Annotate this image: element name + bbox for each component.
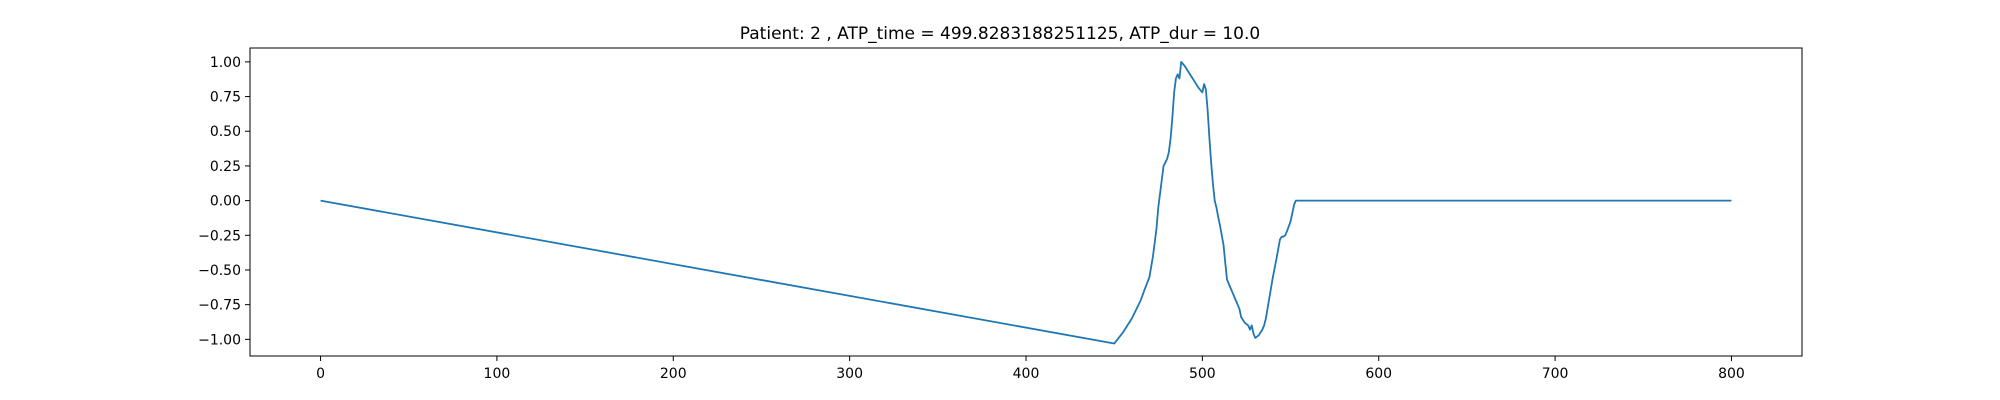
- y-axis-ticks: 1.00 0.75 0.50 0.25 0.00 −0.25 −0.50 −0.75 −1.00: [198, 55, 250, 348]
- axes-frame: [249, 47, 1803, 357]
- y-tick-label: −0.25: [198, 228, 241, 244]
- y-tick-label: −1.00: [198, 332, 241, 348]
- y-tick-label: 0.00: [210, 194, 241, 210]
- x-tick-label: 100: [484, 366, 511, 382]
- y-tick-label: 0.25: [210, 159, 241, 175]
- y-tick-label: −0.50: [198, 263, 241, 279]
- x-tick-label: 200: [660, 366, 687, 382]
- series-line-0: [320, 60, 1732, 345]
- x-tick-label: 400: [1013, 366, 1040, 382]
- x-tick-label: 800: [1718, 366, 1745, 382]
- y-tick-label: 0.75: [210, 90, 241, 106]
- y-tick-label: 0.50: [210, 124, 241, 140]
- chart-title: Patient: 2 , ATP_time = 499.828318825112…: [740, 24, 1260, 44]
- x-tick-label: 300: [836, 366, 863, 382]
- plot-area: [320, 60, 1732, 345]
- y-tick-label: −0.75: [198, 298, 241, 314]
- x-tick-label: 600: [1365, 366, 1392, 382]
- x-axis-ticks: 0 100 200 300 400 500 600 700 800: [316, 356, 1745, 382]
- x-tick-label: 700: [1542, 366, 1569, 382]
- y-tick-label: 1.00: [210, 55, 241, 71]
- x-tick-label: 0: [316, 366, 325, 382]
- x-tick-label: 500: [1189, 366, 1216, 382]
